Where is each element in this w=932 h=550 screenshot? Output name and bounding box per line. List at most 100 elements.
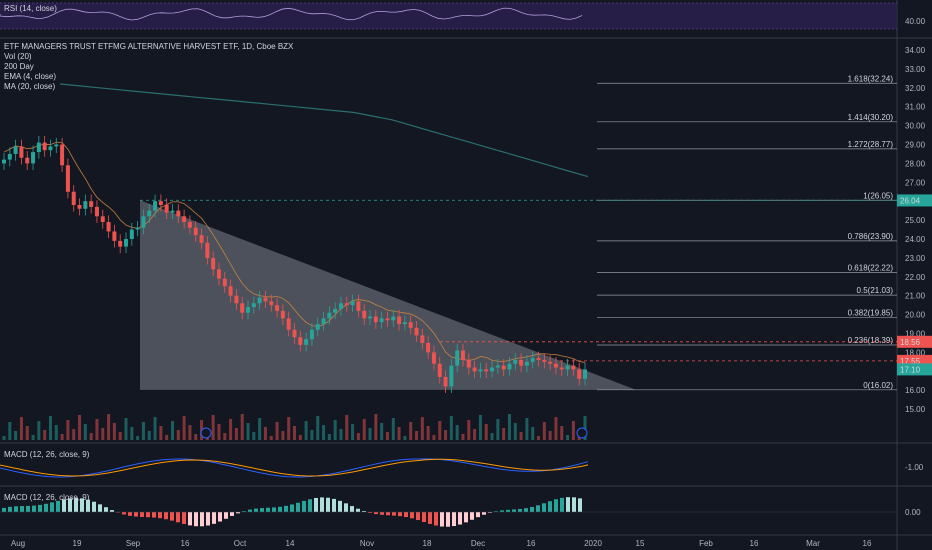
candle [176,210,181,217]
volume-bar [2,436,6,440]
volume-bar [95,419,99,440]
histogram-bar [296,502,300,512]
volume-bar [293,426,296,440]
volume-bar [467,420,471,440]
candle [124,239,129,247]
volume-bar [409,422,413,440]
candle [106,221,111,232]
volume-bar [554,417,558,440]
volume-bar [159,426,163,440]
price-tag [897,335,932,348]
price-tick-label: 28.00 [905,159,926,168]
histogram-bar [440,512,444,527]
volume-bar [136,436,140,440]
candle [362,310,367,319]
price-tag [897,194,932,207]
fib-label: 0.786(23.90) [848,232,894,241]
candle [94,206,99,217]
volume-bar [269,436,273,440]
volume-bar [316,416,320,440]
histogram-bar [104,507,108,512]
histogram-bar [302,500,306,512]
time-tick-label: Feb [699,539,713,548]
histogram-bar [428,512,432,524]
volume-bar [258,418,262,440]
price-tick-label: 25.00 [905,216,926,225]
volume-bar [583,416,587,440]
histogram-bar [152,512,156,518]
time-tick-label: Dec [471,539,485,548]
volume-bar [490,433,494,440]
volume-bar [333,420,337,440]
candle [466,359,471,368]
candle [257,297,262,304]
histogram-bar [248,509,252,512]
time-tick-label: 16 [863,539,872,548]
candle [158,201,163,205]
volume-bar [141,422,145,440]
candle [368,316,373,319]
histogram-bar [230,512,234,516]
volume-bar [182,416,186,440]
histogram-bar [80,498,84,512]
volume-bar [519,432,523,440]
time-tick-label: 16 [527,539,536,548]
candle [385,318,390,321]
volume-bar [275,422,279,440]
candle [65,165,70,192]
candle [292,329,297,338]
histogram-bar [536,505,540,512]
ma200-line [59,83,589,178]
histogram-tick: 0.00 [905,508,921,517]
histogram-bar [320,497,324,512]
volume-bar [327,434,331,440]
fib-label: 0.5(21.03) [857,286,894,295]
histogram-bar [164,512,168,520]
time-tick-label: Nov [360,539,374,548]
histogram-bar [506,509,510,512]
volume-bar [525,418,529,440]
fib-label: 1(26.05) [863,191,893,200]
volume-bar [478,415,482,440]
histogram-bar [188,512,192,526]
volume-bar [444,430,448,440]
volume-bar [322,425,326,440]
candle [100,216,105,222]
volume-bar [548,431,552,440]
histogram-bar [434,512,438,526]
candle [60,144,65,166]
volume-bar [362,419,366,440]
volume-bar [496,419,500,440]
candle [112,231,117,241]
time-tick-label: 16 [181,539,190,548]
dividend-marker [576,427,588,439]
histogram-bar [170,512,174,521]
histogram-bar [380,512,384,515]
histogram-bar [452,512,456,527]
time-tick-label: 19 [73,539,82,548]
fib-label: 0.618(22.22) [848,264,894,273]
volume-bar [339,429,343,440]
histogram-bar [356,508,360,512]
time-tick-label: 14 [286,539,295,548]
volume-bar [25,426,29,440]
histogram-bar [476,512,480,518]
macd-legend-1: MACD (12, 26, close, 9) [4,450,89,460]
histogram-bar [26,505,30,512]
histogram-bar [8,506,12,512]
histogram-bar [218,512,222,522]
histogram-bar [392,512,396,516]
candle [530,358,535,362]
histogram-bar [92,501,96,512]
volume-bar [54,425,58,440]
histogram-bar [224,512,228,519]
volume-bar [240,414,244,440]
volume-bar [537,436,541,440]
volume-bar [385,432,389,440]
volume-bar [234,428,238,440]
candle [460,350,465,360]
candle [513,359,518,364]
candle [420,335,425,343]
rsi-band [0,3,897,29]
